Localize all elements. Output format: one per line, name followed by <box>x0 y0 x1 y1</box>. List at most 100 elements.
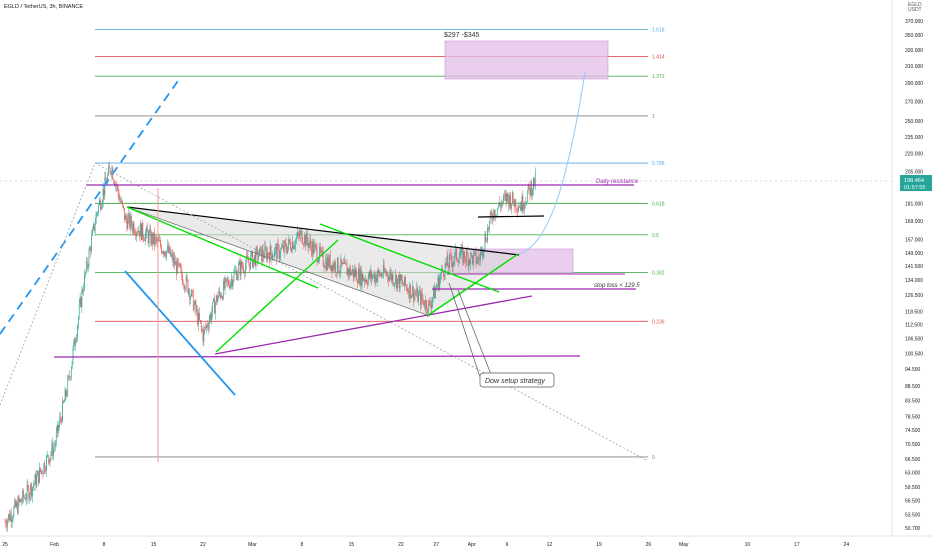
candle-body <box>78 304 80 318</box>
candle-body <box>351 272 352 276</box>
time-tick-label: 22 <box>200 542 206 548</box>
fib-label-0.618: 0.618 <box>652 201 665 207</box>
candle-body <box>17 501 18 514</box>
candle-body <box>420 291 421 306</box>
candle-body <box>351 269 353 273</box>
candle-body <box>159 240 161 242</box>
time-tick-label: May <box>679 542 689 548</box>
candle-body <box>50 453 52 458</box>
support-purple-line <box>53 355 581 358</box>
candle-body <box>251 251 252 256</box>
candle-body <box>364 279 366 282</box>
price-tick-label: 118.500 <box>905 309 923 315</box>
candle-body <box>42 473 44 475</box>
fib-label-1: 1 <box>652 114 655 120</box>
time-tick-label: 17 <box>794 542 800 548</box>
candle-body <box>46 456 47 472</box>
candle-body <box>94 224 96 231</box>
candle-body <box>343 262 344 264</box>
candle-body <box>189 289 191 300</box>
candle-body <box>450 254 451 256</box>
candle-body <box>490 212 492 215</box>
candle-body <box>422 299 424 301</box>
candle-body <box>511 204 512 209</box>
candle-body <box>321 250 322 253</box>
candle-body <box>313 242 314 253</box>
candle-body <box>152 233 153 245</box>
daily-resistance-label: Daily resistance <box>596 179 639 185</box>
candle-body <box>150 229 152 245</box>
candle-body <box>92 229 93 236</box>
candle-body <box>113 179 115 183</box>
green-uptrend-line <box>426 253 519 317</box>
candle-body <box>416 287 418 295</box>
candle-body <box>328 257 329 267</box>
candle-body <box>55 432 57 444</box>
candle-body <box>11 519 13 522</box>
candle-body <box>96 212 98 215</box>
candle-body <box>192 291 194 311</box>
candle-body <box>120 199 122 203</box>
candle-body <box>236 270 237 280</box>
price-tick-label: 66.500 <box>905 457 921 463</box>
candle-body <box>260 246 261 249</box>
time-tick-label: Mar <box>248 542 257 548</box>
candle-body <box>203 329 205 342</box>
candle-body <box>340 258 342 272</box>
candle-body <box>465 259 466 263</box>
candle-body <box>367 277 369 285</box>
candle-body <box>51 443 53 454</box>
candle-body <box>298 234 300 238</box>
candle-body <box>329 255 331 270</box>
candle-body <box>505 194 507 202</box>
candle-body <box>349 267 351 275</box>
candle-body <box>86 260 88 268</box>
candle-body <box>315 245 317 248</box>
candle-body <box>222 296 223 300</box>
candle-body <box>164 251 166 256</box>
candle-body <box>186 276 188 281</box>
candle-body <box>194 301 196 305</box>
candle-body <box>421 292 423 300</box>
candle-body <box>280 249 282 256</box>
candle-body <box>377 269 379 277</box>
candle-body <box>101 202 103 207</box>
candle-body <box>410 284 411 299</box>
candle-body <box>76 337 77 342</box>
candle-body <box>274 249 275 257</box>
candle-body <box>299 232 301 238</box>
candle-body <box>211 312 213 321</box>
candle-body <box>243 267 244 272</box>
candle-body <box>248 262 250 263</box>
candle-body <box>35 474 37 487</box>
candle-body <box>388 277 389 281</box>
candle-body <box>442 271 444 277</box>
candle-body <box>199 312 200 321</box>
candle-body <box>237 264 239 275</box>
candle-body <box>201 327 203 331</box>
candle-body <box>176 259 178 274</box>
candle-body <box>497 206 499 209</box>
candle-body <box>178 263 180 265</box>
candle-body <box>454 252 456 261</box>
candle-body <box>125 215 127 221</box>
candle-body <box>289 239 290 243</box>
candle-body <box>256 248 258 250</box>
candle-body <box>459 254 461 258</box>
candle-body <box>467 254 469 267</box>
time-tick-label: Apr <box>468 542 476 548</box>
candle-body <box>387 272 389 278</box>
candle-body <box>285 243 287 250</box>
candle-body <box>487 228 488 242</box>
candle-body <box>297 232 298 238</box>
time-tick-label: 15 <box>349 542 355 548</box>
candle-body <box>385 271 387 274</box>
candle-body <box>109 168 111 173</box>
candle-body <box>321 250 323 252</box>
candle-body <box>111 168 113 174</box>
candle-body <box>474 251 476 253</box>
candle-body <box>158 239 160 242</box>
candle-body <box>121 200 123 203</box>
candle-body <box>481 247 483 257</box>
